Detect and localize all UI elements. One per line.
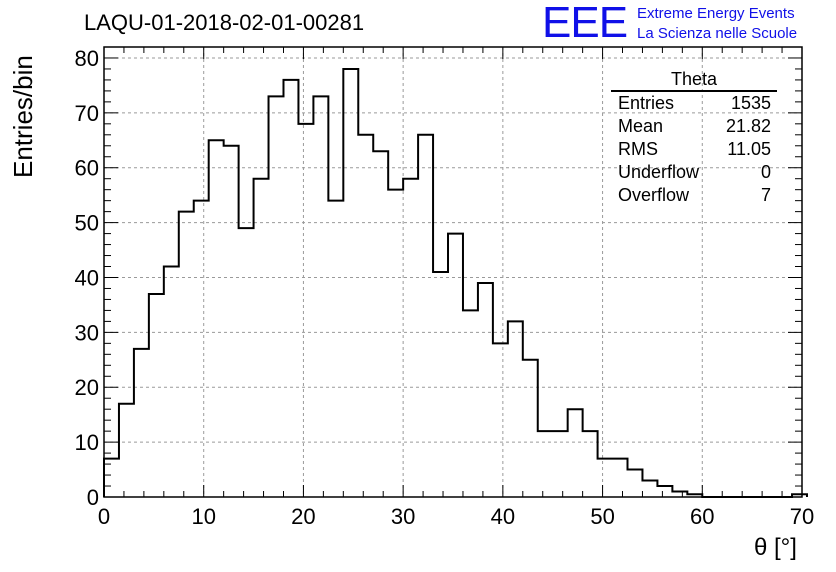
histogram-bin — [613, 459, 628, 497]
histogram-bin — [598, 459, 613, 497]
histogram-bin — [657, 486, 672, 497]
chart-title: LAQU-01-2018-02-01-00281 — [84, 10, 365, 35]
stats-row-entries: Entries 1535 — [611, 92, 777, 115]
stats-row-mean: Mean 21.82 — [611, 115, 777, 138]
histogram-bin — [119, 404, 134, 497]
histogram-bin — [463, 310, 478, 497]
histogram-bin — [418, 135, 433, 497]
stats-row-rms: RMS 11.05 — [611, 138, 777, 161]
eee-logo: EEE — [542, 0, 628, 47]
stats-label: RMS — [618, 139, 658, 159]
histogram-bars — [103, 67, 808, 498]
histogram-bin — [224, 146, 239, 497]
stats-row-overflow: Overflow 7 — [611, 184, 777, 207]
stats-box: Theta Entries 1535 Mean 21.82 RMS 11.05 … — [611, 69, 777, 207]
histogram-bin — [239, 228, 254, 497]
stats-value: 0 — [760, 162, 771, 182]
x-tick-label: 70 — [790, 504, 814, 529]
x-axis-label: θ [°] — [754, 534, 797, 561]
stats-value: 1535 — [730, 93, 771, 113]
histogram-bin — [209, 140, 224, 497]
x-tick-label: 50 — [590, 504, 614, 529]
stats-value: 21.82 — [725, 116, 771, 136]
histogram-bin — [254, 179, 269, 497]
stats-label: Underflow — [618, 162, 700, 182]
y-tick-label: 10 — [75, 430, 99, 455]
stats-value: 11.05 — [727, 139, 771, 159]
histogram-bin — [194, 201, 209, 497]
histogram-bin — [149, 294, 164, 497]
plot-frame — [103, 46, 803, 498]
stats-value: 7 — [760, 185, 771, 205]
histogram-bin — [358, 135, 373, 497]
histogram-bin — [538, 431, 553, 497]
histogram-bin — [313, 96, 328, 497]
stats-label: Overflow — [618, 185, 690, 205]
histogram-bin — [583, 431, 598, 497]
histogram-bin — [179, 212, 194, 497]
histogram-bin — [628, 470, 643, 497]
y-tick-label: 80 — [75, 46, 99, 71]
y-axis-label: Entries/bin — [8, 55, 38, 178]
y-tick-label: 0 — [87, 485, 99, 510]
histogram-bin — [298, 124, 313, 497]
stats-label: Entries — [618, 93, 675, 113]
histogram-bin — [373, 151, 388, 497]
y-tick-label: 40 — [75, 265, 99, 290]
logo-line-1: Extreme Energy Events — [637, 5, 795, 22]
y-tick-label: 20 — [75, 375, 99, 400]
histogram-bin — [478, 283, 493, 497]
histogram-bin — [403, 179, 418, 497]
x-tick-label: 30 — [391, 504, 415, 529]
histogram-bin — [269, 96, 284, 497]
histogram-bin — [508, 321, 523, 497]
histogram-bin — [388, 190, 403, 497]
y-tick-label: 70 — [75, 101, 99, 126]
histogram-bin — [553, 431, 568, 497]
histogram-bin — [433, 272, 448, 497]
histogram-bin — [134, 349, 149, 497]
logo-line-2: La Scienza nelle Scuole — [637, 25, 798, 42]
y-tick-label: 60 — [75, 156, 99, 181]
stats-label: Mean — [618, 116, 664, 136]
histogram-bin — [523, 360, 538, 497]
x-tick-label: 10 — [191, 504, 215, 529]
x-tick-label: 60 — [690, 504, 714, 529]
y-tick-label: 50 — [75, 211, 99, 236]
histogram-bin — [642, 481, 657, 497]
histogram-bin — [493, 343, 508, 497]
histogram-bin — [448, 234, 463, 497]
stats-row-underflow: Underflow 0 — [611, 161, 777, 184]
histogram-bin — [568, 409, 583, 497]
histogram-bin — [343, 69, 358, 497]
histogram-bin — [164, 267, 179, 497]
x-tick-label: 40 — [491, 504, 515, 529]
histogram-bin — [328, 201, 343, 497]
histogram-bin — [283, 80, 298, 497]
x-tick-label: 20 — [291, 504, 315, 529]
x-tick-label: 0 — [98, 504, 110, 529]
stats-title: Theta — [611, 69, 777, 92]
y-tick-label: 30 — [75, 320, 99, 345]
